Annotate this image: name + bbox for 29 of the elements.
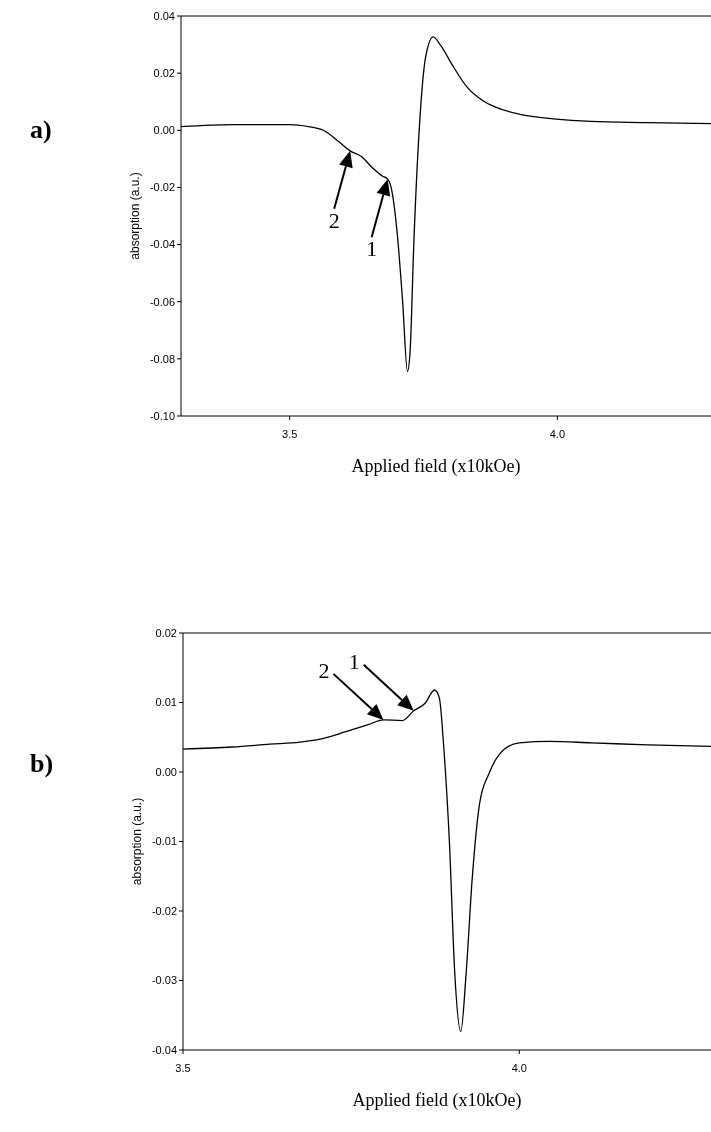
x-tick-label: 3.5 [282, 428, 298, 440]
y-tick-label: -0.08 [149, 352, 175, 365]
annotation: 2 [328, 207, 340, 233]
x-tick-label: 4.0 [549, 428, 565, 440]
y-tick-label: 0.01 [155, 696, 177, 709]
annotation: 1 [348, 648, 360, 674]
y-tick-label: -0.10 [149, 409, 175, 422]
y-tick-label: -0.04 [149, 238, 175, 251]
y-tick-label: -0.02 [149, 181, 175, 194]
y-axis-title: absorption (a.u.) [128, 172, 142, 260]
x-axis-title: Applied field (x10kOe) [352, 1090, 522, 1111]
annotation: 2 [318, 657, 330, 683]
x-axis-title: Applied field (x10kOe) [351, 456, 521, 477]
annotation: 1 [366, 236, 378, 262]
y-tick-label: -0.01 [151, 835, 177, 848]
y-tick-label: -0.06 [149, 295, 175, 308]
y-tick-label: 0.04 [153, 9, 175, 22]
y-tick-label: -0.04 [151, 1043, 177, 1056]
y-tick-label: -0.03 [151, 974, 177, 987]
y-tick-label: 0.00 [155, 765, 177, 778]
x-tick-label: 4.0 [511, 1062, 527, 1074]
y-axis-title: absorption (a.u.) [130, 797, 144, 886]
y-tick-label: 0.00 [153, 124, 175, 137]
text: a) [30, 115, 52, 144]
text: b) [30, 749, 54, 778]
y-tick-label: -0.02 [151, 904, 177, 917]
x-tick-label: 3.5 [175, 1062, 191, 1074]
y-tick-label: 0.02 [155, 626, 177, 639]
y-tick-label: 0.02 [153, 66, 175, 79]
